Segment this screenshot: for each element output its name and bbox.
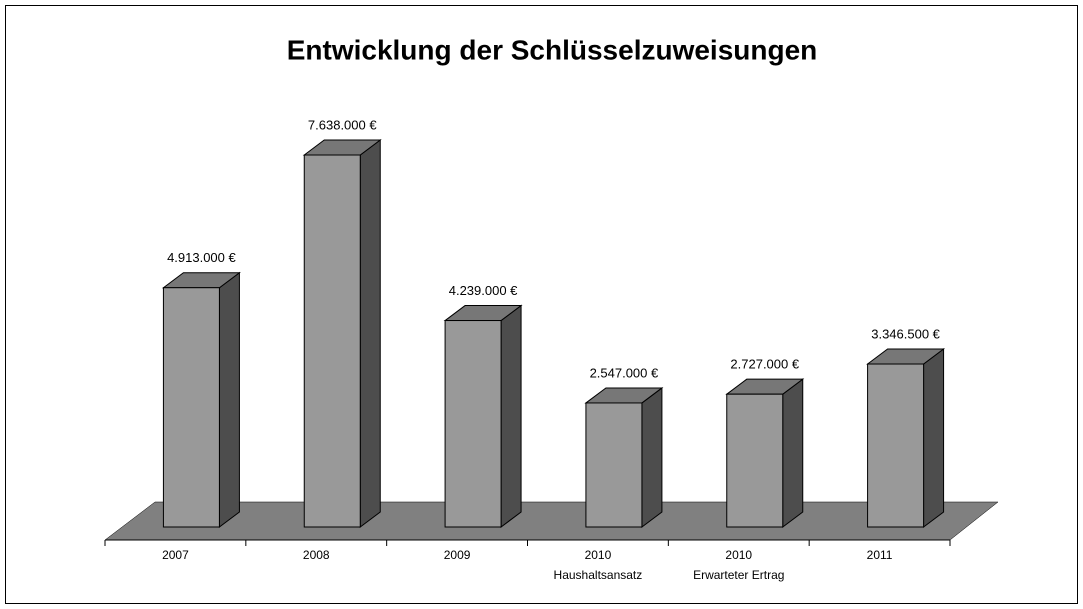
bar-side	[359, 139, 381, 528]
bar-side	[218, 271, 240, 528]
data-label: 4.913.000 €	[167, 250, 236, 265]
chart-title: Entwicklung der Schlüsselzuweisungen	[287, 34, 818, 65]
bar-side	[641, 386, 663, 528]
bar-side	[782, 378, 804, 528]
data-label: 2.727.000 €	[730, 357, 799, 372]
bar	[162, 287, 220, 528]
data-label: 2.547.000 €	[590, 365, 659, 380]
bar	[867, 363, 925, 528]
x-tick-label: 2010	[585, 548, 612, 562]
bar-side	[500, 304, 522, 529]
bar	[585, 402, 643, 528]
x-tick-label: 2010	[725, 548, 752, 562]
bar	[726, 393, 784, 528]
bar	[444, 320, 502, 528]
x-tick-label: Erwarteter Ertrag	[693, 568, 784, 582]
x-tick-label: Haushaltsansatz	[554, 568, 643, 582]
data-label: 7.638.000 €	[308, 117, 377, 132]
data-label: 4.239.000 €	[449, 283, 518, 298]
x-tick-label: 2011	[867, 548, 893, 562]
bar-side	[923, 348, 945, 528]
x-tick-label: 2009	[444, 548, 471, 562]
data-label: 3.346.500 €	[871, 326, 940, 341]
x-tick-label: 2008	[303, 548, 330, 562]
bar	[303, 154, 361, 528]
x-tick-label: 2007	[162, 548, 189, 562]
